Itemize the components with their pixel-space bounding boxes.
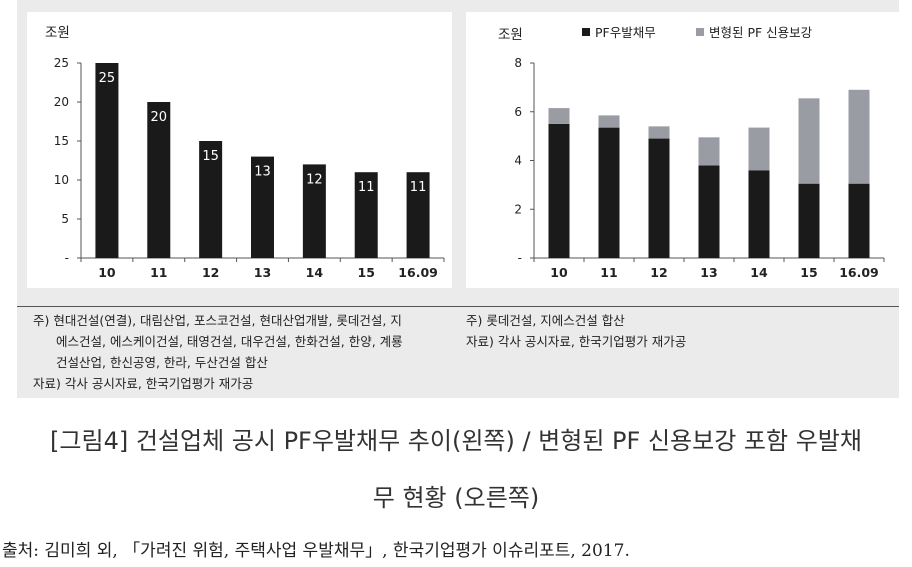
source-citation: 출처: 김미희 외, 「가려진 위험, 주택사업 우발채무」, 한국기업평가 이… bbox=[2, 541, 630, 561]
x-tick-label: 10 bbox=[98, 265, 116, 280]
notes-divider bbox=[17, 306, 899, 307]
data-label: 20 bbox=[151, 110, 168, 125]
x-tick-label: 15 bbox=[800, 265, 817, 280]
y-tick-label: 8 bbox=[514, 56, 522, 70]
y-tick-label: 20 bbox=[54, 95, 69, 109]
x-tick-label: 14 bbox=[306, 265, 324, 280]
x-tick-label: 16.09 bbox=[839, 265, 879, 280]
bar bbox=[199, 141, 223, 258]
y-tick-label: 25 bbox=[54, 56, 69, 70]
legend-label-pf: PF우발채무 bbox=[595, 25, 656, 40]
right-note-line-1: 주) 롯데건설, 지에스건설 합산 bbox=[466, 313, 625, 328]
bar-segment-pf bbox=[548, 123, 570, 258]
bar bbox=[302, 164, 326, 258]
bar-segment-pf bbox=[848, 183, 870, 258]
left-chart-box: 25 20 15 10 5 - 10 11 12 13 14 15 16.09 조원 25 20 15 13 12 1… bbox=[27, 12, 452, 288]
y-tick-label: 15 bbox=[54, 134, 69, 148]
bar-segment-credit-enhancement bbox=[748, 127, 770, 171]
y-tick-label: 10 bbox=[54, 173, 69, 187]
y-unit-label: 조원 bbox=[498, 27, 523, 43]
right-source-note: 자료) 각사 공시자료, 한국기업평가 재가공 bbox=[466, 334, 687, 349]
x-tick-label: 14 bbox=[750, 265, 768, 280]
y-tick-label: 4 bbox=[514, 154, 522, 168]
bar-segment-pf bbox=[598, 127, 620, 258]
left-bar-chart: 25 20 15 10 5 - 10 11 12 13 14 15 16.09 조원 25 20 15 13 12 1… bbox=[45, 25, 445, 280]
legend-swatch-credit-enhancement bbox=[696, 28, 704, 36]
y-tick-label: - bbox=[65, 251, 69, 265]
bar bbox=[354, 172, 378, 258]
left-note-line-3: 건설산업, 한신공영, 한라, 두산건설 합산 bbox=[56, 355, 268, 370]
bar-segment-pf bbox=[648, 138, 670, 258]
y-unit-label: 조원 bbox=[45, 25, 70, 41]
right-chart-box: 8 6 4 2 - 10 11 12 13 14 15 16.09 조원 PF우발채무 변형된 PF 신용보… bbox=[466, 12, 900, 288]
bar-segment-pf bbox=[748, 170, 770, 258]
bar-segment-pf bbox=[798, 183, 820, 258]
data-label: 11 bbox=[358, 180, 375, 195]
right-stacked-bar-chart: 8 6 4 2 - 10 11 12 13 14 15 16.09 조원 PF우발채무 변형된 PF 신용보… bbox=[498, 25, 885, 280]
bar-segment-credit-enhancement bbox=[598, 115, 620, 128]
left-note-line-2: 에스건설, 에스케이건설, 태영건설, 대우건설, 한화건설, 한양, 계룡 bbox=[56, 334, 403, 349]
data-label: 15 bbox=[202, 149, 219, 164]
bar-segment-credit-enhancement bbox=[648, 126, 670, 139]
y-tick-label: - bbox=[518, 251, 522, 265]
legend-swatch-pf bbox=[582, 28, 590, 36]
bar-segment-pf bbox=[698, 165, 720, 258]
bar bbox=[406, 172, 430, 258]
x-tick-label: 12 bbox=[650, 265, 667, 280]
x-tick-label: 13 bbox=[254, 265, 271, 280]
bar-segment-credit-enhancement bbox=[698, 137, 720, 166]
data-label: 12 bbox=[306, 172, 323, 187]
legend-label-credit-enhancement: 변형된 PF 신용보강 bbox=[709, 25, 813, 40]
bar bbox=[95, 63, 119, 258]
figure-caption-line-2: 무 현황 (오른쪽) bbox=[372, 484, 540, 512]
y-tick-label: 5 bbox=[61, 212, 69, 226]
bar bbox=[251, 156, 274, 258]
y-tick-label: 2 bbox=[514, 202, 522, 216]
figure-caption-line-1: [그림4] 건설업체 공시 PF우발채무 추이(왼쪽) / 변형된 PF 신용보… bbox=[50, 427, 862, 455]
left-source-note: 자료) 각사 공시자료, 한국기업평가 재가공 bbox=[33, 376, 254, 391]
x-tick-label: 13 bbox=[700, 265, 717, 280]
data-label: 13 bbox=[254, 165, 271, 180]
y-tick-label: 6 bbox=[514, 105, 522, 119]
bar-segment-credit-enhancement bbox=[848, 89, 870, 184]
x-tick-label: 10 bbox=[550, 265, 568, 280]
bar-segment-credit-enhancement bbox=[548, 108, 570, 124]
x-tick-label: 15 bbox=[358, 265, 375, 280]
data-label: 11 bbox=[410, 180, 427, 195]
x-tick-label: 11 bbox=[600, 265, 617, 280]
x-tick-label: 16.09 bbox=[398, 265, 438, 280]
x-tick-label: 12 bbox=[202, 265, 219, 280]
bar bbox=[147, 102, 171, 258]
figure-panel: 25 20 15 10 5 - 10 11 12 13 14 15 16.09 조원 25 20 15 13 12 1… bbox=[17, 0, 900, 398]
x-tick-label: 11 bbox=[150, 265, 167, 280]
data-label: 25 bbox=[99, 71, 116, 86]
bar-segment-credit-enhancement bbox=[798, 98, 820, 184]
left-note-line-1: 주) 현대건설(연결), 대림산업, 포스코건설, 현대산업개발, 롯데건설, … bbox=[33, 313, 402, 328]
